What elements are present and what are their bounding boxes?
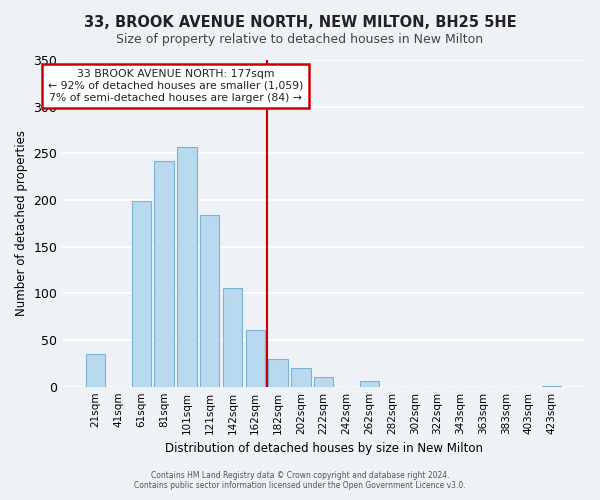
- Bar: [86, 354, 106, 386]
- Text: 33, BROOK AVENUE NORTH, NEW MILTON, BH25 5HE: 33, BROOK AVENUE NORTH, NEW MILTON, BH25…: [83, 15, 517, 30]
- Bar: [154, 161, 174, 386]
- Bar: [359, 381, 379, 386]
- Bar: [131, 201, 151, 386]
- Bar: [268, 358, 288, 386]
- Bar: [291, 368, 311, 386]
- Text: Size of property relative to detached houses in New Milton: Size of property relative to detached ho…: [116, 32, 484, 46]
- Text: Contains HM Land Registry data © Crown copyright and database right 2024.
Contai: Contains HM Land Registry data © Crown c…: [134, 470, 466, 490]
- Bar: [314, 378, 334, 386]
- Bar: [223, 288, 242, 386]
- Bar: [245, 330, 265, 386]
- Text: 33 BROOK AVENUE NORTH: 177sqm
← 92% of detached houses are smaller (1,059)
7% of: 33 BROOK AVENUE NORTH: 177sqm ← 92% of d…: [48, 70, 303, 102]
- Y-axis label: Number of detached properties: Number of detached properties: [15, 130, 28, 316]
- X-axis label: Distribution of detached houses by size in New Milton: Distribution of detached houses by size …: [164, 442, 482, 455]
- Bar: [200, 215, 220, 386]
- Bar: [177, 147, 197, 386]
